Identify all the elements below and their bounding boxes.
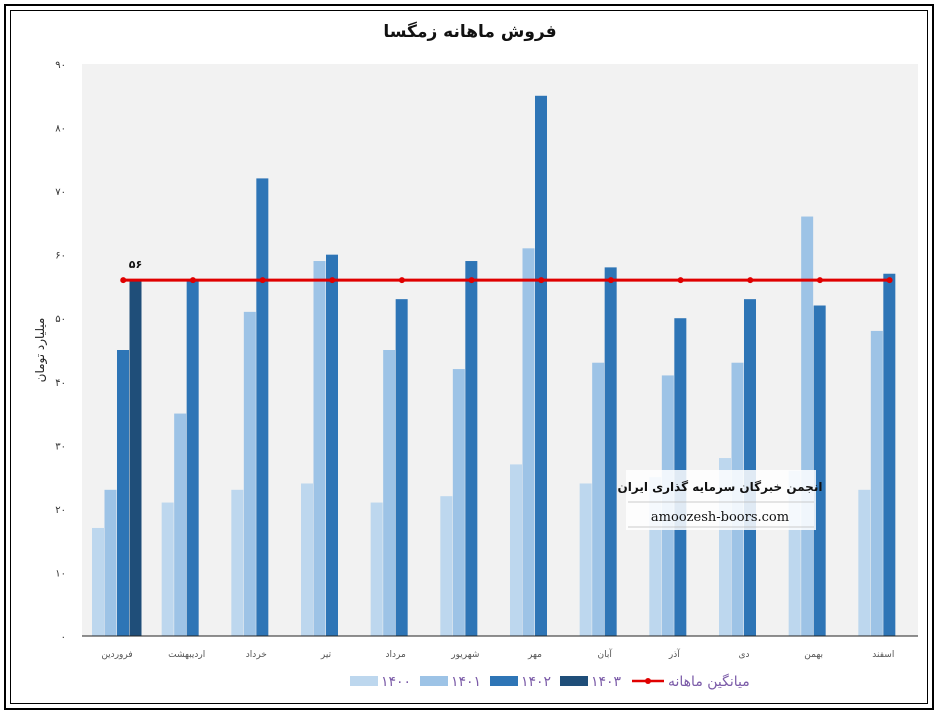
bar-۱۴۰۱-فروردین [104,489,117,636]
legend-marker-average [645,678,651,684]
y-axis-label: میلیارد تومان [33,318,48,383]
watermark-url: amoozesh-boors.com [651,510,789,525]
legend-swatch-1403 [560,676,588,686]
y-tick-label: ۵۰ [55,314,66,325]
bar-۱۴۰۰-خرداد [231,489,244,636]
bar-۱۴۰۲-مرداد [395,299,408,636]
x-category-label: فروردین [101,650,132,660]
x-category-label: اسفند [872,650,894,660]
legend-swatch-1400 [350,676,378,686]
bar-۱۴۰۲-خرداد [256,178,269,636]
y-tick-label: ۶۰ [55,251,66,262]
bar-۱۴۰۳-فروردین [129,280,142,636]
average-marker [607,277,614,284]
data-label-1403: ۵۶ [129,258,142,271]
watermark: انجمن خبرگان سرمایه گذاری ایران amoozesh… [618,470,823,530]
bar-۱۴۰۲-فروردین [117,350,129,636]
average-marker [189,277,196,284]
y-tick-label: ۳۰ [55,441,66,452]
bar-۱۴۰۲-اردیبهشت [186,280,199,636]
bar-۱۴۰۰-شهریور [440,496,453,636]
bar-۱۴۰۲-بهمن [813,305,826,636]
y-tick-label: ۰ [61,632,66,643]
average-marker [747,277,754,284]
bar-۱۴۰۰-مرداد [370,502,383,636]
average-marker [120,277,127,284]
x-category-label: اردیبهشت [168,650,205,660]
legend-label-average: میانگین ماهانه [668,673,750,690]
inner-frame [10,10,928,704]
x-category-label: آذر [668,648,680,660]
bar-۱۴۰۰-فروردین [92,527,104,636]
outer-frame [4,4,934,710]
x-category-label: مهر [527,650,542,660]
average-marker [259,277,266,284]
y-tick-label: ۲۰ [55,505,66,516]
bar-۱۴۰۲-اسفند [883,273,896,636]
x-category-label: دی [738,650,749,660]
average-marker [816,277,823,284]
bar-۱۴۰۲-آبان [604,267,617,636]
y-tick-label: ۷۰ [55,187,66,198]
legend-label-1401: ۱۴۰۱ [451,674,481,690]
bar-۱۴۰۱-خرداد [243,311,256,636]
average-marker [538,277,545,284]
bar-۱۴۰۱-شهریور [452,369,465,636]
legend-label-1400: ۱۴۰۰ [381,674,411,690]
legend-swatch-1402 [490,676,518,686]
chart-title: فروش ماهانه زمگسا [383,21,556,42]
plot-area [82,64,918,636]
y-tick-label: ۹۰ [55,60,66,71]
y-tick-label: ۸۰ [55,124,66,135]
bar-۱۴۰۲-تیر [326,254,338,636]
bar-۱۴۰۰-مهر [510,464,522,636]
bar-۱۴۰۲-مهر [535,95,547,637]
x-category-label: خرداد [246,650,267,660]
watermark-box [626,470,816,530]
bar-۱۴۰۱-اسفند [870,330,883,636]
bar-۱۴۰۱-بهمن [801,216,814,637]
bar-۱۴۰۲-دی [744,299,756,636]
x-category-label: آبان [597,648,612,660]
y-tick-label: ۱۰ [55,568,66,579]
bar-۱۴۰۰-آبان [579,483,592,636]
watermark-title: انجمن خبرگان سرمایه گذاری ایران [618,480,823,494]
bar-۱۴۰۰-اسفند [858,489,871,636]
average-marker [398,277,405,284]
average-marker [677,277,684,284]
legend-label-1402: ۱۴۰۲ [521,674,551,690]
y-tick-label: ۴۰ [55,378,66,389]
bar-۱۴۰۱-آبان [592,362,605,636]
bar-۱۴۰۱-مرداد [383,350,396,636]
x-category-label: بهمن [804,650,823,660]
average-marker [468,277,475,284]
legend: ۱۴۰۰ ۱۴۰۱ ۱۴۰۲ ۱۴۰۳ میانگین ماهانه [350,673,750,690]
x-category-label: شهریور [450,650,479,660]
legend-label-1403: ۱۴۰۳ [591,674,622,690]
average-marker [329,277,336,284]
bar-۱۴۰۰-اردیبهشت [161,502,174,636]
bar-۱۴۰۱-اردیبهشت [174,413,187,636]
bar-۱۴۰۲-شهریور [465,261,478,636]
legend-swatch-1401 [420,676,448,686]
x-category-label: تیر [320,650,332,660]
average-marker [886,277,893,284]
x-category-label: مرداد [386,650,406,660]
bar-۱۴۰۱-تیر [313,261,326,636]
bar-۱۴۰۰-تیر [301,483,313,636]
bar-۱۴۰۱-مهر [522,248,535,637]
